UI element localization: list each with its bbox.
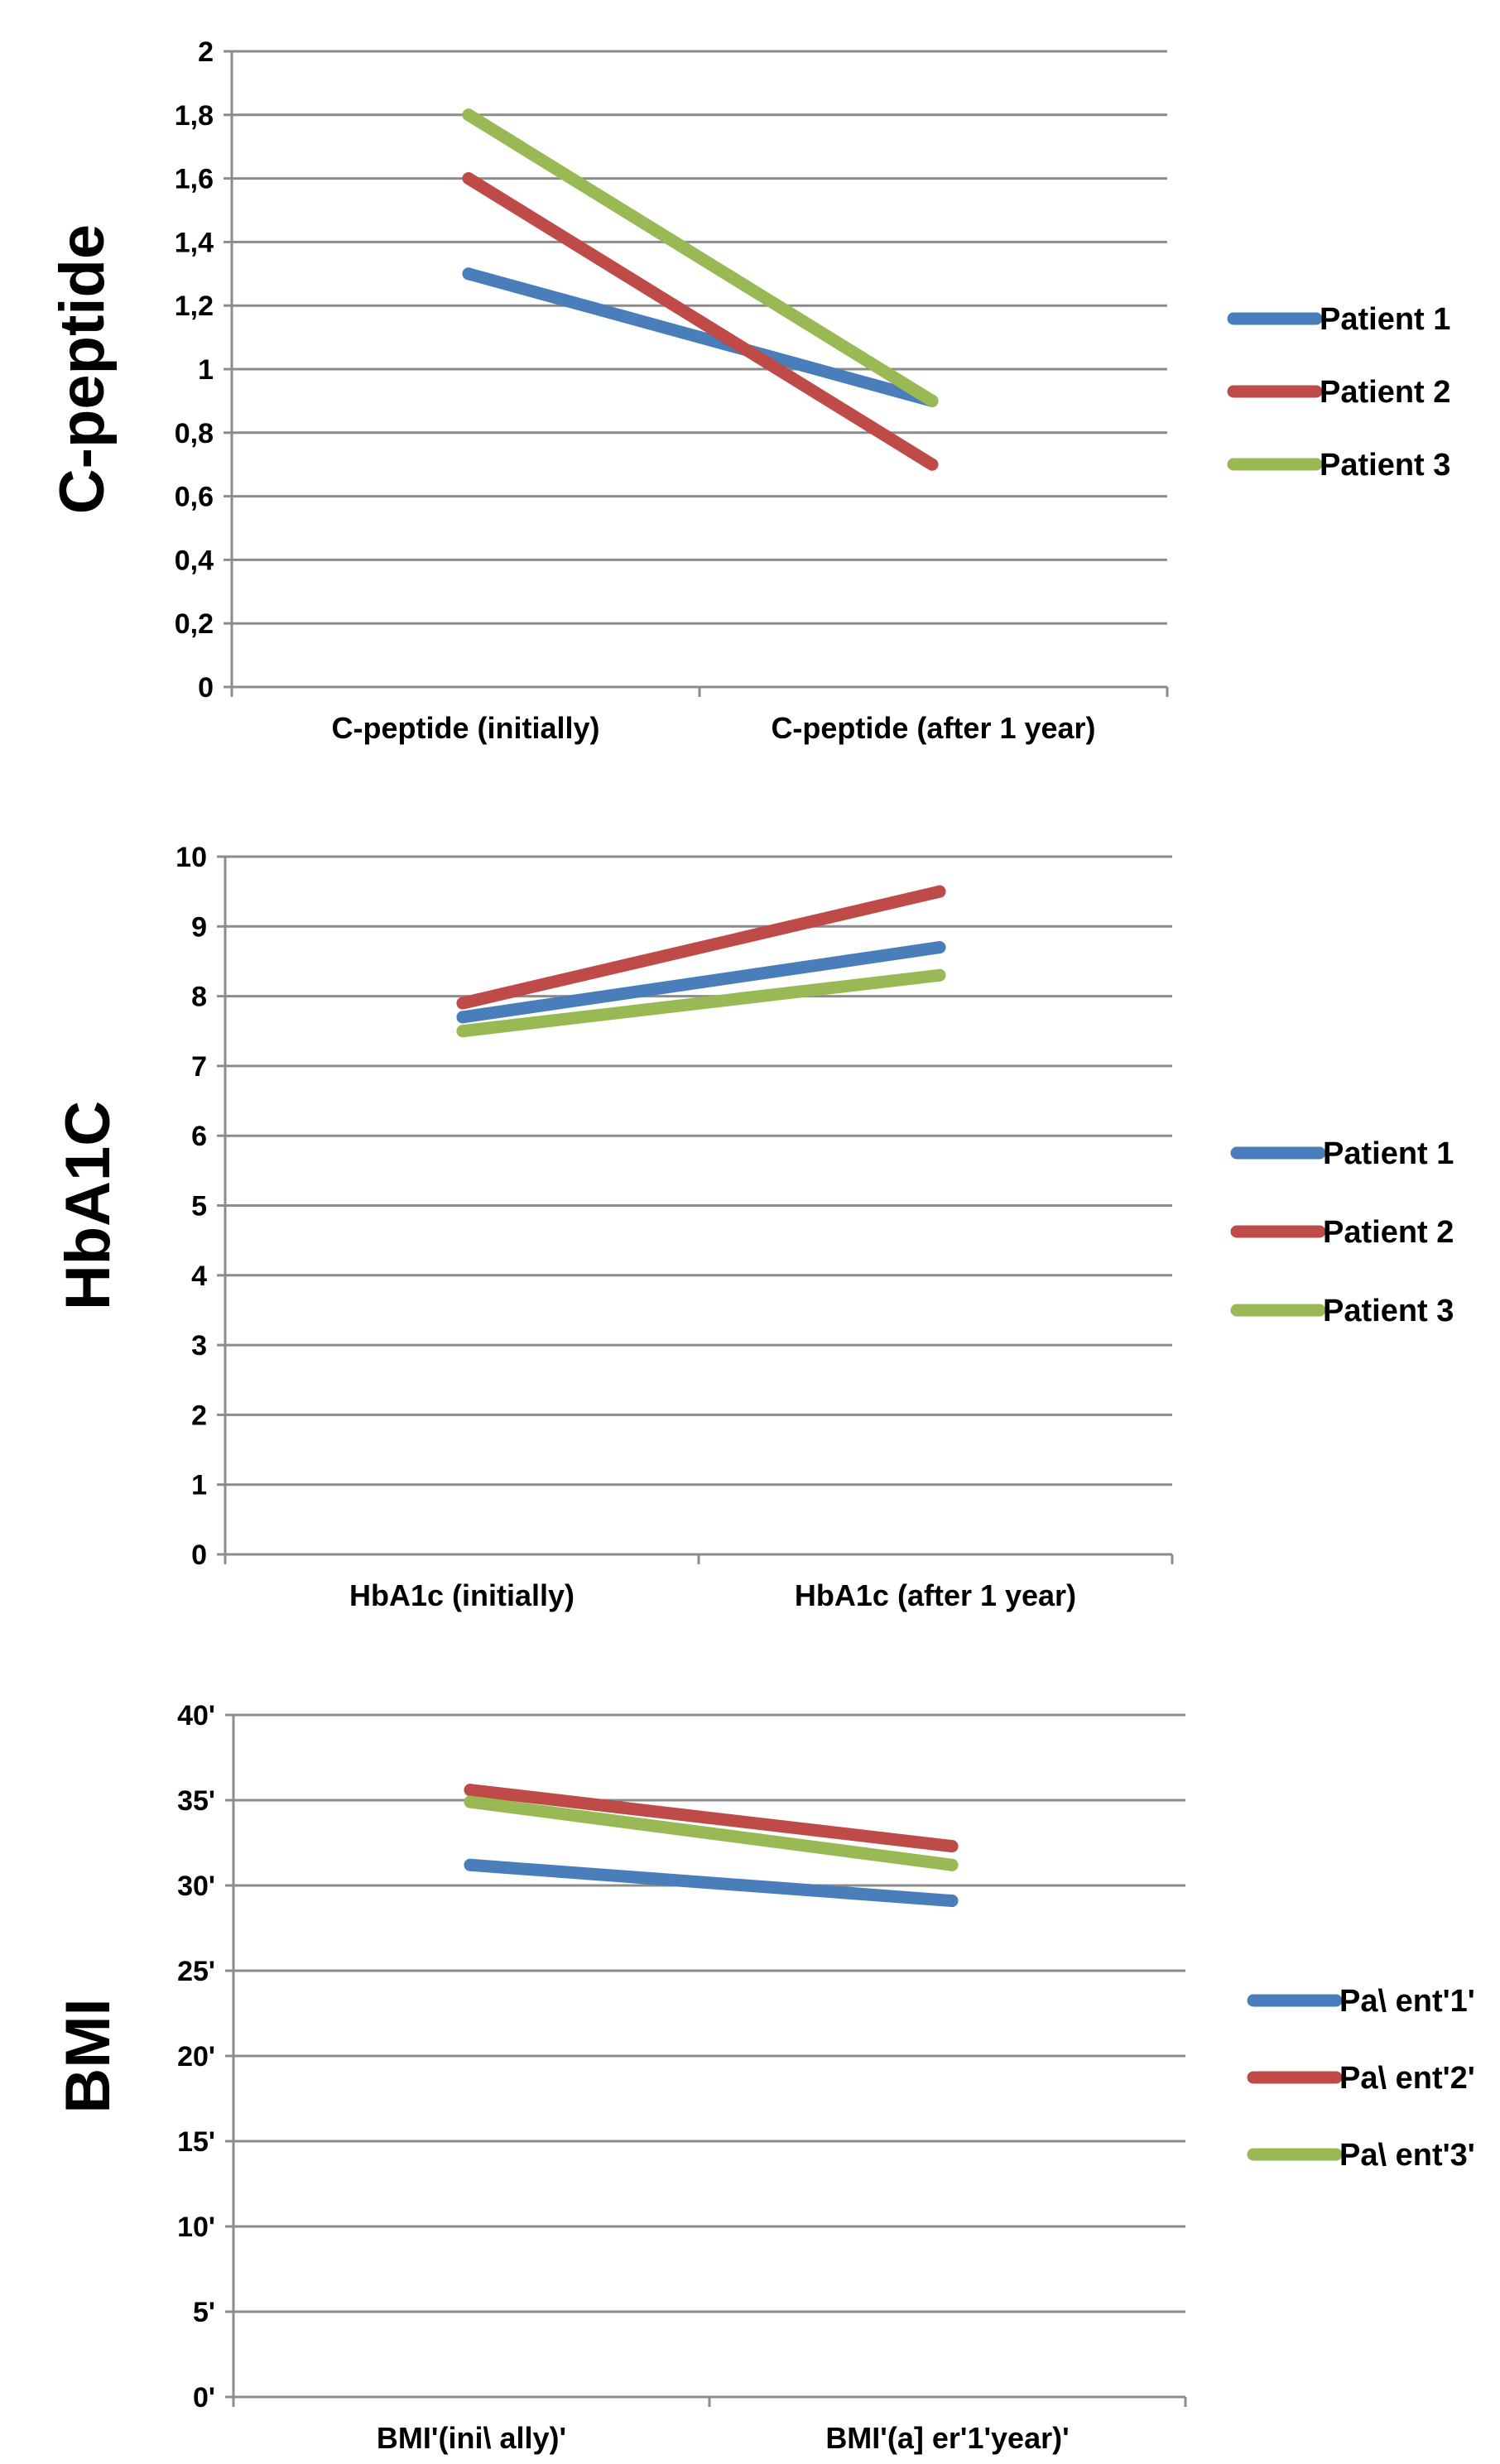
y-tick-label: 2 <box>191 1400 207 1431</box>
y-tick-label: 0 <box>198 672 214 704</box>
y-tick-label: 30' <box>177 1871 215 1902</box>
y-tick-label: 20' <box>177 2041 215 2073</box>
y-axis-title: C-peptide <box>47 224 118 514</box>
y-tick-label: 8 <box>191 982 207 1013</box>
series-line-1 <box>456 941 946 1024</box>
legend-label: Pa\ ent'2' <box>1339 2061 1475 2096</box>
data-point <box>462 108 475 122</box>
y-tick-label: 10 <box>175 842 207 873</box>
data-point <box>464 1858 477 1871</box>
legend-label: Patient 1 <box>1323 1136 1454 1171</box>
series-line-3 <box>464 1795 959 1871</box>
data-point <box>464 1784 477 1797</box>
y-tick-label: 5' <box>193 2297 215 2328</box>
data-point <box>462 267 475 281</box>
data-point <box>945 1895 959 1908</box>
bmi-chart: 0' 5' 10' 15' 20' 25' 30' 35' 40' BMI'(ini\ ally)… <box>53 1700 1475 2455</box>
series-line-2 <box>462 172 939 471</box>
y-tick-label: 1,8 <box>175 100 214 132</box>
y-tick-label: 40' <box>177 1700 215 1732</box>
y-tick-label: 1 <box>191 1470 207 1501</box>
series-line-1 <box>464 1858 959 1908</box>
y-tick-label: 2 <box>198 36 214 68</box>
y-tick-label: 1 <box>198 354 214 386</box>
x-category-label: HbA1c (after 1 year) <box>795 1578 1076 1612</box>
y-tick-label: 9 <box>191 911 207 943</box>
data-point <box>925 458 939 471</box>
y-tick-label: 3 <box>191 1330 207 1362</box>
y-tick-label: 25' <box>177 1956 215 1987</box>
y-tick-label: 0,6 <box>175 482 214 513</box>
data-point <box>933 941 946 954</box>
y-tick-label: 7 <box>191 1051 207 1083</box>
y-tick-label: 0,8 <box>175 418 214 449</box>
legend-label: Pa\ ent'1' <box>1339 1984 1475 2019</box>
x-category-label: BMI'(a] er'1'year)' <box>825 2421 1069 2455</box>
x-category-label: BMI'(ini\ ally)' <box>377 2421 566 2455</box>
legend-label: Patient 1 <box>1320 302 1450 337</box>
data-point <box>464 1795 477 1808</box>
legend-label: Patient 2 <box>1323 1215 1454 1250</box>
y-tick-label: 35' <box>177 1785 215 1817</box>
series-line-2 <box>456 885 946 1010</box>
y-tick-label: 0' <box>193 2382 215 2414</box>
hba1c-chart: 0 1 2 3 4 5 6 7 8 9 10 HbA1c (initially) HbA1c (afte… <box>53 842 1454 1612</box>
c-peptide-chart: 0 0,2 0,4 0,6 0,8 1 1,2 1,4 1,6 1,8 2 C-peptide (in… <box>47 36 1450 745</box>
y-axis-title: HbA1C <box>53 1101 123 1310</box>
data-point <box>925 394 939 407</box>
y-tick-label: 5 <box>191 1191 207 1222</box>
series-line-3 <box>462 108 939 407</box>
y-tick-label: 0 <box>191 1539 207 1571</box>
y-tick-label: 4 <box>191 1261 207 1292</box>
legend-label: Patient 3 <box>1320 448 1450 483</box>
legend-label: Patient 3 <box>1323 1294 1454 1328</box>
y-tick-label: 0,4 <box>175 545 214 576</box>
y-tick-label: 6 <box>191 1121 207 1152</box>
y-tick-label: 15' <box>177 2126 215 2158</box>
data-point <box>456 1011 469 1024</box>
y-tick-label: 1,2 <box>175 291 214 322</box>
x-category-label: C-peptide (initially) <box>332 711 600 745</box>
y-axis-title: BMI <box>53 1998 123 2113</box>
data-point <box>945 1840 959 1853</box>
legend-label: Patient 2 <box>1320 375 1450 410</box>
x-category-label: C-peptide (after 1 year) <box>771 711 1095 745</box>
y-tick-label: 1,6 <box>175 164 214 195</box>
series-line-3 <box>456 968 946 1038</box>
y-tick-label: 10' <box>177 2212 215 2243</box>
series-line-2 <box>464 1784 959 1853</box>
data-point <box>456 997 469 1010</box>
data-point <box>933 968 946 982</box>
data-point <box>456 1025 469 1038</box>
series-line-1 <box>462 267 939 407</box>
y-tick-label: 0,2 <box>175 608 214 640</box>
data-point <box>933 885 946 898</box>
x-category-label: HbA1c (initially) <box>349 1578 575 1612</box>
legend-label: Pa\ ent'3' <box>1339 2138 1475 2173</box>
data-point <box>945 1858 959 1871</box>
y-tick-label: 1,4 <box>175 227 214 258</box>
data-point <box>462 172 475 185</box>
